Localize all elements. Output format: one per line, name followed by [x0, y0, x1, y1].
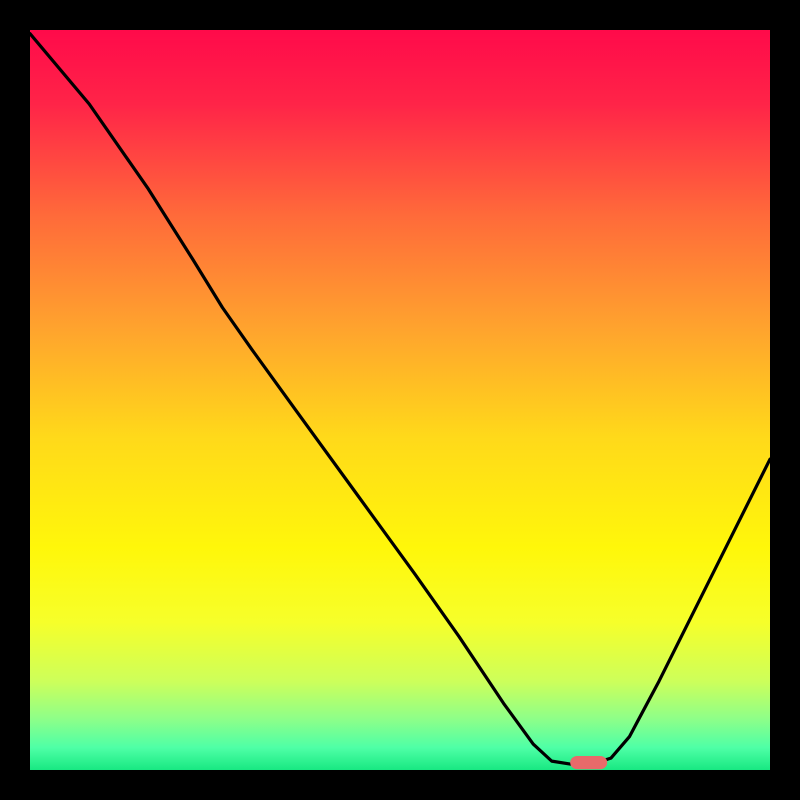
- frame-right: [770, 0, 800, 800]
- frame-left: [0, 0, 30, 800]
- gradient-rect: [30, 30, 770, 770]
- frame-top: [0, 0, 800, 30]
- chart-background-svg: [30, 30, 770, 770]
- frame-bottom: [0, 770, 800, 800]
- plot-area: [30, 30, 770, 770]
- optimal-marker: [570, 756, 607, 769]
